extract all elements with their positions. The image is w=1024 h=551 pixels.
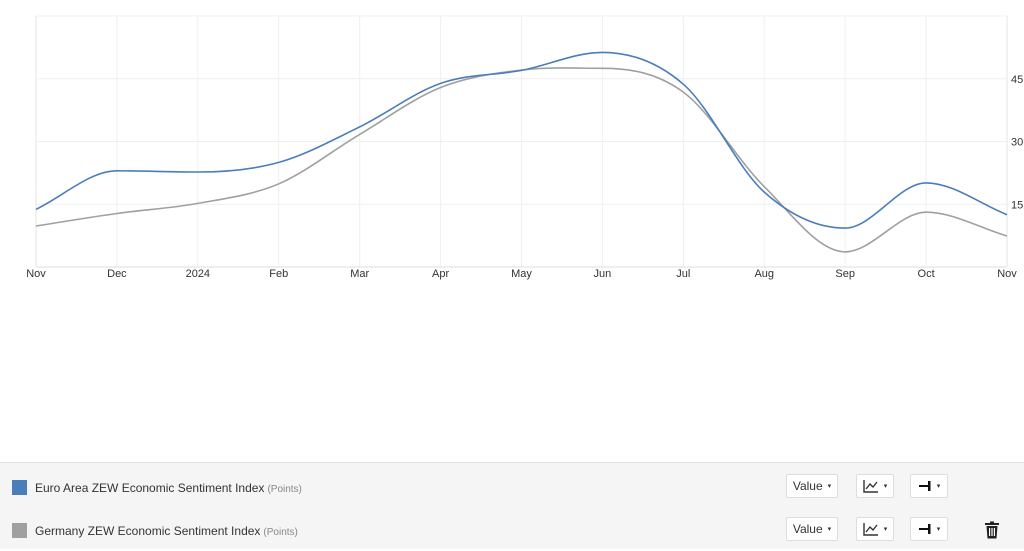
series-color-swatch[interactable] <box>12 480 27 495</box>
x-tick-label: Dec <box>107 268 127 280</box>
x-tick-label: Mar <box>350 268 369 280</box>
x-tick-label: Jul <box>676 268 690 280</box>
axis-side-dropdown[interactable]: ▾ <box>910 474 948 498</box>
trash-icon[interactable] <box>984 521 1000 539</box>
chart-type-dropdown[interactable]: ▾ <box>856 517 894 541</box>
series-name-text: Germany ZEW Economic Sentiment Index <box>35 524 261 538</box>
chevron-down-icon: ▾ <box>936 526 941 533</box>
value-dropdown[interactable]: Value ▾ <box>786 517 838 541</box>
series-unit: (Points) <box>267 484 302 495</box>
x-tick-label: Aug <box>754 268 774 280</box>
legend-series-name: Euro Area ZEW Economic Sentiment Index (P… <box>35 481 302 495</box>
axis-side-icon <box>918 481 931 491</box>
chevron-down-icon: ▾ <box>827 526 832 533</box>
x-tick-label: May <box>511 268 532 280</box>
x-tick-label: Oct <box>918 268 935 280</box>
value-dropdown-label: Value <box>792 522 823 536</box>
chart-svg: 15 30 45 Nov Dec 2024 Feb Mar Apr May Jun Jul Aug Sep… <box>26 15 1023 280</box>
legend-panel: Euro Area ZEW Economic Sentiment Index (P… <box>0 462 1024 549</box>
series-unit: (Points) <box>263 527 298 538</box>
chevron-down-icon: ▾ <box>883 526 888 533</box>
y-tick-label: 30 <box>1011 137 1023 149</box>
legend-row-euro-area: Euro Area ZEW Economic Sentiment Index (P… <box>0 465 1024 508</box>
axis-side-dropdown[interactable]: ▾ <box>910 517 948 541</box>
y-tick-label: 15 <box>1011 199 1023 211</box>
chevron-down-icon: ▾ <box>883 483 888 490</box>
line-chart-icon <box>863 523 878 536</box>
line-chart-icon <box>863 480 878 493</box>
x-tick-label: Feb <box>269 268 288 280</box>
series-name-text: Euro Area ZEW Economic Sentiment Index <box>35 481 265 495</box>
x-tick-label: Sep <box>835 268 855 280</box>
chart-type-dropdown[interactable]: ▾ <box>856 474 894 498</box>
chart-area: 15 30 45 Nov Dec 2024 Feb Mar Apr May Jun Jul Aug Sep… <box>26 15 1023 280</box>
chevron-down-icon: ▾ <box>936 483 941 490</box>
axis-side-icon <box>918 524 931 534</box>
x-tick-label: Jun <box>594 268 612 280</box>
x-tick-label: Nov <box>997 268 1017 280</box>
x-tick-label: Apr <box>432 268 449 280</box>
legend-series-name: Germany ZEW Economic Sentiment Index (Poi… <box>35 524 298 538</box>
x-tick-label: 2024 <box>186 268 210 280</box>
x-tick-label: Nov <box>26 268 46 280</box>
chevron-down-icon: ▾ <box>827 483 832 490</box>
series-color-swatch[interactable] <box>12 523 27 538</box>
y-tick-label: 45 <box>1011 74 1023 86</box>
legend-row-germany: Germany ZEW Economic Sentiment Index (Poi… <box>0 508 1024 551</box>
value-dropdown-label: Value <box>792 479 823 493</box>
value-dropdown[interactable]: Value ▾ <box>786 474 838 498</box>
series-line-euro-area <box>35 51 1008 229</box>
